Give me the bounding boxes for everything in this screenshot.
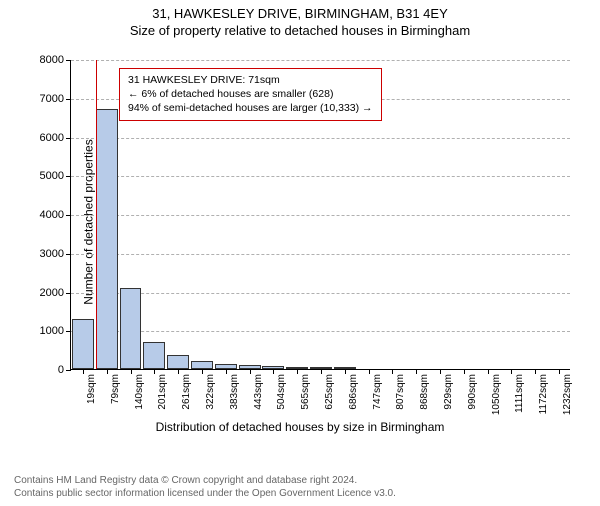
y-tick-label: 0	[0, 364, 64, 376]
y-tick-mark	[66, 293, 71, 294]
x-tick-label: 807sqm	[395, 374, 406, 424]
marker-line	[96, 60, 97, 369]
y-tick-label: 5000	[0, 170, 64, 182]
y-tick-mark	[66, 60, 71, 61]
x-tick-mark	[535, 369, 536, 374]
x-tick-label: 625sqm	[324, 374, 335, 424]
x-tick-mark	[250, 369, 251, 374]
attribution-line1: Contains HM Land Registry data © Crown c…	[14, 475, 396, 488]
x-tick-mark	[131, 369, 132, 374]
x-tick-label: 565sqm	[300, 374, 311, 424]
x-tick-mark	[202, 369, 203, 374]
x-tick-label: 261sqm	[181, 374, 192, 424]
grid-line	[71, 331, 570, 332]
y-tick-label: 2000	[0, 287, 64, 299]
x-tick-mark	[392, 369, 393, 374]
x-tick-mark	[488, 369, 489, 374]
histogram-bar	[72, 319, 94, 369]
grid-line	[71, 138, 570, 139]
grid-line	[71, 254, 570, 255]
grid-line	[71, 176, 570, 177]
info-box-line1: 31 HAWKESLEY DRIVE: 71sqm	[128, 73, 373, 87]
x-tick-label: 504sqm	[276, 374, 287, 424]
x-tick-label: 383sqm	[229, 374, 240, 424]
y-tick-label: 8000	[0, 54, 64, 66]
y-tick-label: 7000	[0, 93, 64, 105]
grid-line	[71, 60, 570, 61]
chart-container: Number of detached properties 19sqm79sqm…	[0, 50, 600, 430]
info-box-line3: 94% of semi-detached houses are larger (…	[128, 101, 373, 115]
x-tick-mark	[83, 369, 84, 374]
x-tick-label: 140sqm	[134, 374, 145, 424]
x-tick-mark	[154, 369, 155, 374]
info-box-line2: ← 6% of detached houses are smaller (628…	[128, 87, 373, 101]
x-tick-mark	[273, 369, 274, 374]
x-tick-label: 1111sqm	[514, 374, 525, 424]
y-tick-mark	[66, 176, 71, 177]
x-tick-label: 929sqm	[443, 374, 454, 424]
x-tick-label: 868sqm	[419, 374, 430, 424]
histogram-bar	[120, 288, 142, 369]
chart-title-subtitle: Size of property relative to detached ho…	[0, 23, 600, 38]
grid-line	[71, 215, 570, 216]
x-tick-mark	[107, 369, 108, 374]
x-tick-label: 1172sqm	[538, 374, 549, 424]
x-axis-label: Distribution of detached houses by size …	[0, 420, 600, 434]
x-tick-mark	[464, 369, 465, 374]
x-tick-label: 322sqm	[205, 374, 216, 424]
x-tick-mark	[416, 369, 417, 374]
histogram-bar	[96, 109, 118, 369]
grid-line	[71, 293, 570, 294]
attribution-line2: Contains public sector information licen…	[14, 488, 396, 501]
y-tick-mark	[66, 138, 71, 139]
info-box: 31 HAWKESLEY DRIVE: 71sqm ← 6% of detach…	[119, 68, 382, 121]
x-tick-label: 1050sqm	[491, 374, 502, 424]
x-tick-mark	[511, 369, 512, 374]
plot-area: 19sqm79sqm140sqm201sqm261sqm322sqm383sqm…	[70, 60, 570, 370]
x-tick-mark	[226, 369, 227, 374]
x-tick-mark	[178, 369, 179, 374]
x-tick-mark	[345, 369, 346, 374]
y-tick-mark	[66, 215, 71, 216]
y-tick-mark	[66, 370, 71, 371]
histogram-bar	[191, 361, 213, 369]
y-tick-label: 6000	[0, 132, 64, 144]
y-tick-label: 1000	[0, 325, 64, 337]
y-tick-mark	[66, 99, 71, 100]
x-tick-mark	[559, 369, 560, 374]
x-tick-label: 1232sqm	[562, 374, 573, 424]
x-tick-mark	[321, 369, 322, 374]
x-tick-label: 19sqm	[86, 374, 97, 424]
x-tick-label: 747sqm	[372, 374, 383, 424]
x-tick-label: 686sqm	[348, 374, 359, 424]
x-tick-mark	[297, 369, 298, 374]
x-tick-label: 201sqm	[157, 374, 168, 424]
y-tick-label: 4000	[0, 209, 64, 221]
histogram-bar	[167, 355, 189, 369]
chart-title-address: 31, HAWKESLEY DRIVE, BIRMINGHAM, B31 4EY	[0, 6, 600, 21]
y-tick-mark	[66, 254, 71, 255]
attribution: Contains HM Land Registry data © Crown c…	[14, 475, 396, 500]
x-tick-mark	[369, 369, 370, 374]
y-tick-label: 3000	[0, 248, 64, 260]
y-tick-mark	[66, 331, 71, 332]
x-tick-label: 990sqm	[467, 374, 478, 424]
x-tick-mark	[440, 369, 441, 374]
x-tick-label: 443sqm	[253, 374, 264, 424]
histogram-bar	[143, 342, 165, 369]
x-tick-label: 79sqm	[110, 374, 121, 424]
